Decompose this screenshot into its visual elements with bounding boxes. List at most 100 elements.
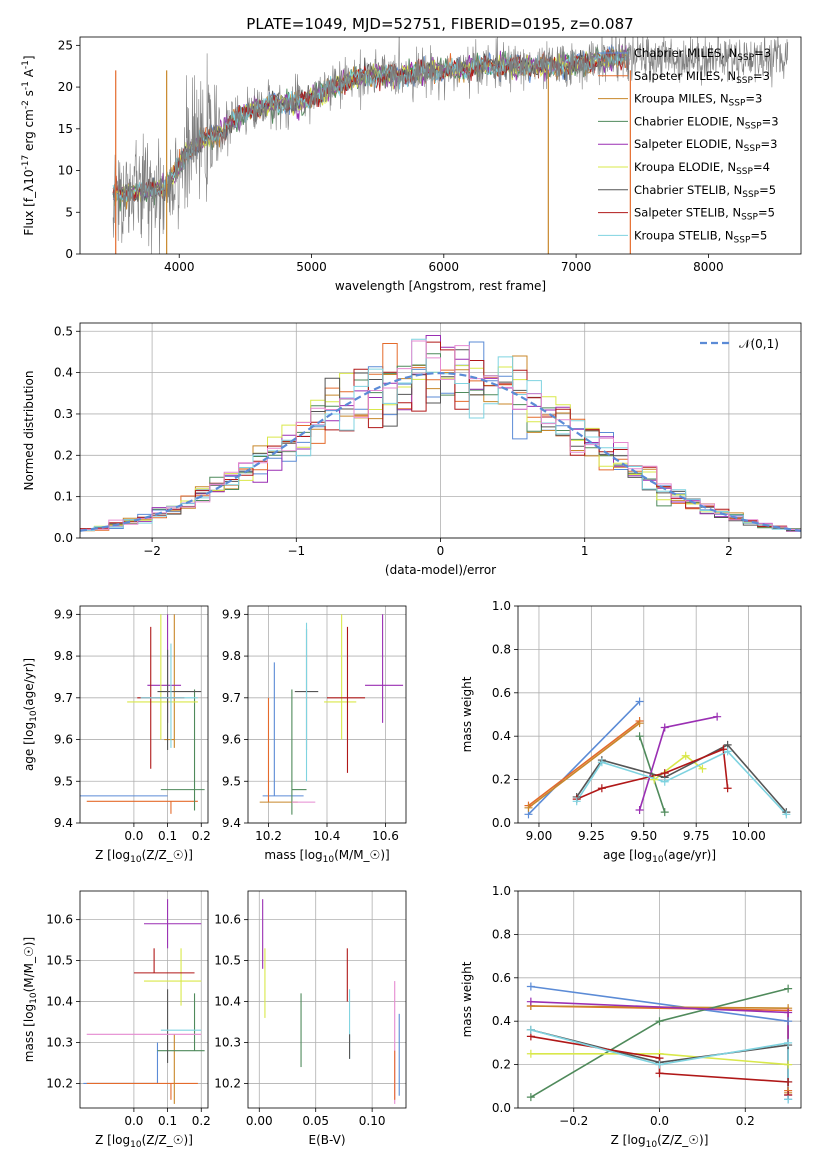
point-marker-kroupa_miles <box>524 803 533 812</box>
tick-label-y: 1.0 <box>492 884 511 898</box>
tick-label-y: 0.6 <box>492 971 511 985</box>
tick-label-x: −0.2 <box>559 1114 588 1128</box>
figure-title: PLATE=1049, MJD=52751, FIBERID=0195, z=0… <box>246 15 633 33</box>
tick-label-x: 0.2 <box>736 1114 755 1128</box>
tick-label-x: 0.10 <box>359 1114 386 1128</box>
histogram-pink <box>80 340 801 533</box>
tick-label-x: 0.1 <box>158 829 177 843</box>
legend-label: Chabrier MILES, NSSP=3 <box>634 46 771 63</box>
tick-label-y: 0.1 <box>54 490 73 504</box>
tick-label-y: 0.3 <box>54 407 73 421</box>
point-marker-kroupa_stelib <box>572 797 581 806</box>
point-marker-kroupa_stelib <box>660 777 669 786</box>
point-marker-kroupa_miles <box>635 719 644 728</box>
point-marker-chabrier_elodie <box>526 1093 535 1102</box>
point-marker-kroupa_elodie <box>698 764 707 773</box>
tick-label-y: 10.6 <box>46 913 73 927</box>
tick-label-x: 5000 <box>296 260 327 274</box>
plot-area-residuals <box>80 335 801 534</box>
tick-label-x: 10.4 <box>314 829 341 843</box>
tick-label-y: 9.9 <box>54 607 73 621</box>
tick-label-y: 9.7 <box>54 691 73 705</box>
legend-label: Salpeter ELODIE, NSSP=3 <box>634 137 777 154</box>
point-marker-kroupa_stelib <box>723 747 732 756</box>
point-marker-kroupa_stelib <box>526 1025 535 1034</box>
point-marker-salpeter_elodie <box>526 997 535 1006</box>
point-marker-chabrier_elodie <box>655 1017 664 1026</box>
tick-label-y: 9.8 <box>222 649 241 663</box>
legend-label: Salpeter STELIB, NSSP=5 <box>634 206 775 223</box>
point-marker-salpeter_stelib <box>719 745 728 754</box>
tick-label-x: 10.2 <box>255 829 282 843</box>
point-marker-kroupa_stelib <box>784 1038 793 1047</box>
axes-mass_vs_Z: 0.0 0.1 0.2 10.2 10.3 10.4 10.5 10.6 Z [log10(Z/… <box>22 890 211 1150</box>
tick-label-x: 9.25 <box>578 829 605 843</box>
point-marker-chabrier_miles <box>526 982 535 991</box>
tick-label-y: 0.0 <box>54 531 73 545</box>
tick-label-y: 5 <box>65 205 73 219</box>
tick-label-x: −2 <box>143 544 161 558</box>
point-marker-salpeter_elodie <box>784 1008 793 1017</box>
legend-label: Salpeter MILES, NSSP=3 <box>634 69 770 86</box>
plot-area-age_vs_mass <box>259 614 404 815</box>
point-marker-chabrier_elodie <box>635 732 644 741</box>
point-marker-salpeter_stelib <box>784 1077 793 1086</box>
point-marker-chabrier_miles <box>784 1017 793 1026</box>
point-marker-salpeter_elodie <box>713 712 722 721</box>
tick-label-x: 6000 <box>429 260 460 274</box>
axis-label-y: mass [log10(M/M_☉)] <box>22 937 39 1062</box>
point-marker-kroupa_stelib <box>597 758 606 767</box>
axis-label-x: wavelength [Angstrom, rest frame] <box>335 279 546 293</box>
tick-label-y: 1.0 <box>492 599 511 613</box>
point-marker-kroupa_elodie <box>681 751 690 760</box>
point-marker-salpeter_elodie <box>635 805 644 814</box>
tick-label-x: 0.0 <box>650 1114 669 1128</box>
tick-label-y: 9.7 <box>222 691 241 705</box>
tick-label-y: 9.6 <box>222 733 241 747</box>
tick-label-x: 0.2 <box>192 829 211 843</box>
point-marker-kroupa_stelib <box>782 810 791 819</box>
tick-label-x: 8000 <box>693 260 724 274</box>
point-marker-kroupa_elodie <box>526 1049 535 1058</box>
tick-label-y: 0.4 <box>492 1014 511 1028</box>
legend-label: Chabrier ELODIE, NSSP=3 <box>634 114 779 131</box>
axes-frame <box>79 605 209 824</box>
series-line-salpeter_miles <box>528 720 641 807</box>
plot-area-age_vs_Z <box>80 614 205 814</box>
tick-label-x: 9.00 <box>526 829 553 843</box>
point-marker-kroupa_stelib <box>784 1095 793 1104</box>
legend-label: Kroupa ELODIE, NSSP=4 <box>634 160 770 177</box>
tick-label-y: 10.4 <box>214 995 241 1009</box>
point-marker-salpeter_stelib <box>660 769 669 778</box>
tick-label-y: 15 <box>58 122 73 136</box>
tick-label-y: 0.4 <box>492 729 511 743</box>
normal-curve <box>80 371 801 532</box>
tick-label-x: 0 <box>437 544 445 558</box>
tick-label-y: 10.2 <box>46 1076 73 1090</box>
tick-label-y: 10 <box>58 164 73 178</box>
tick-label-x: −1 <box>287 544 305 558</box>
tick-label-x: 0.05 <box>302 1114 329 1128</box>
tick-label-x: 10.6 <box>372 829 399 843</box>
tick-label-y: 0.2 <box>54 448 73 462</box>
tick-label-y: 0.2 <box>492 773 511 787</box>
axis-label-y: Flux [f_λ10-17 erg cm-2 s-1 A-1] <box>21 55 36 235</box>
tick-label-x: 9.50 <box>630 829 657 843</box>
tick-label-y: 0 <box>65 247 73 261</box>
tick-label-y: 0.5 <box>54 324 73 338</box>
tick-label-x: 0.1 <box>158 1114 177 1128</box>
tick-label-y: 25 <box>58 38 73 52</box>
axis-label-x: (data-model)/error <box>385 563 496 577</box>
plot-area-mass_vs_EBV <box>262 899 400 1104</box>
point-marker-salpeter_stelib <box>723 784 732 793</box>
axis-label-x: Z [log10(Z/Z_☉)] <box>95 1133 193 1150</box>
tick-label-y: 0.0 <box>492 1101 511 1115</box>
tick-label-y: 0.8 <box>492 642 511 656</box>
axis-label-y: age [log10(age/yr)] <box>22 658 39 771</box>
tick-label-y: 9.5 <box>54 774 73 788</box>
plot-area-mass_vs_Z <box>83 899 205 1104</box>
tick-label-y: 0.4 <box>54 366 73 380</box>
series-line-kroupa_miles <box>528 722 641 809</box>
axes-mass_vs_EBV: 0.00 0.05 0.10 10.2 10.3 10.4 10.5 10.6 E(B-V) <box>214 890 407 1147</box>
